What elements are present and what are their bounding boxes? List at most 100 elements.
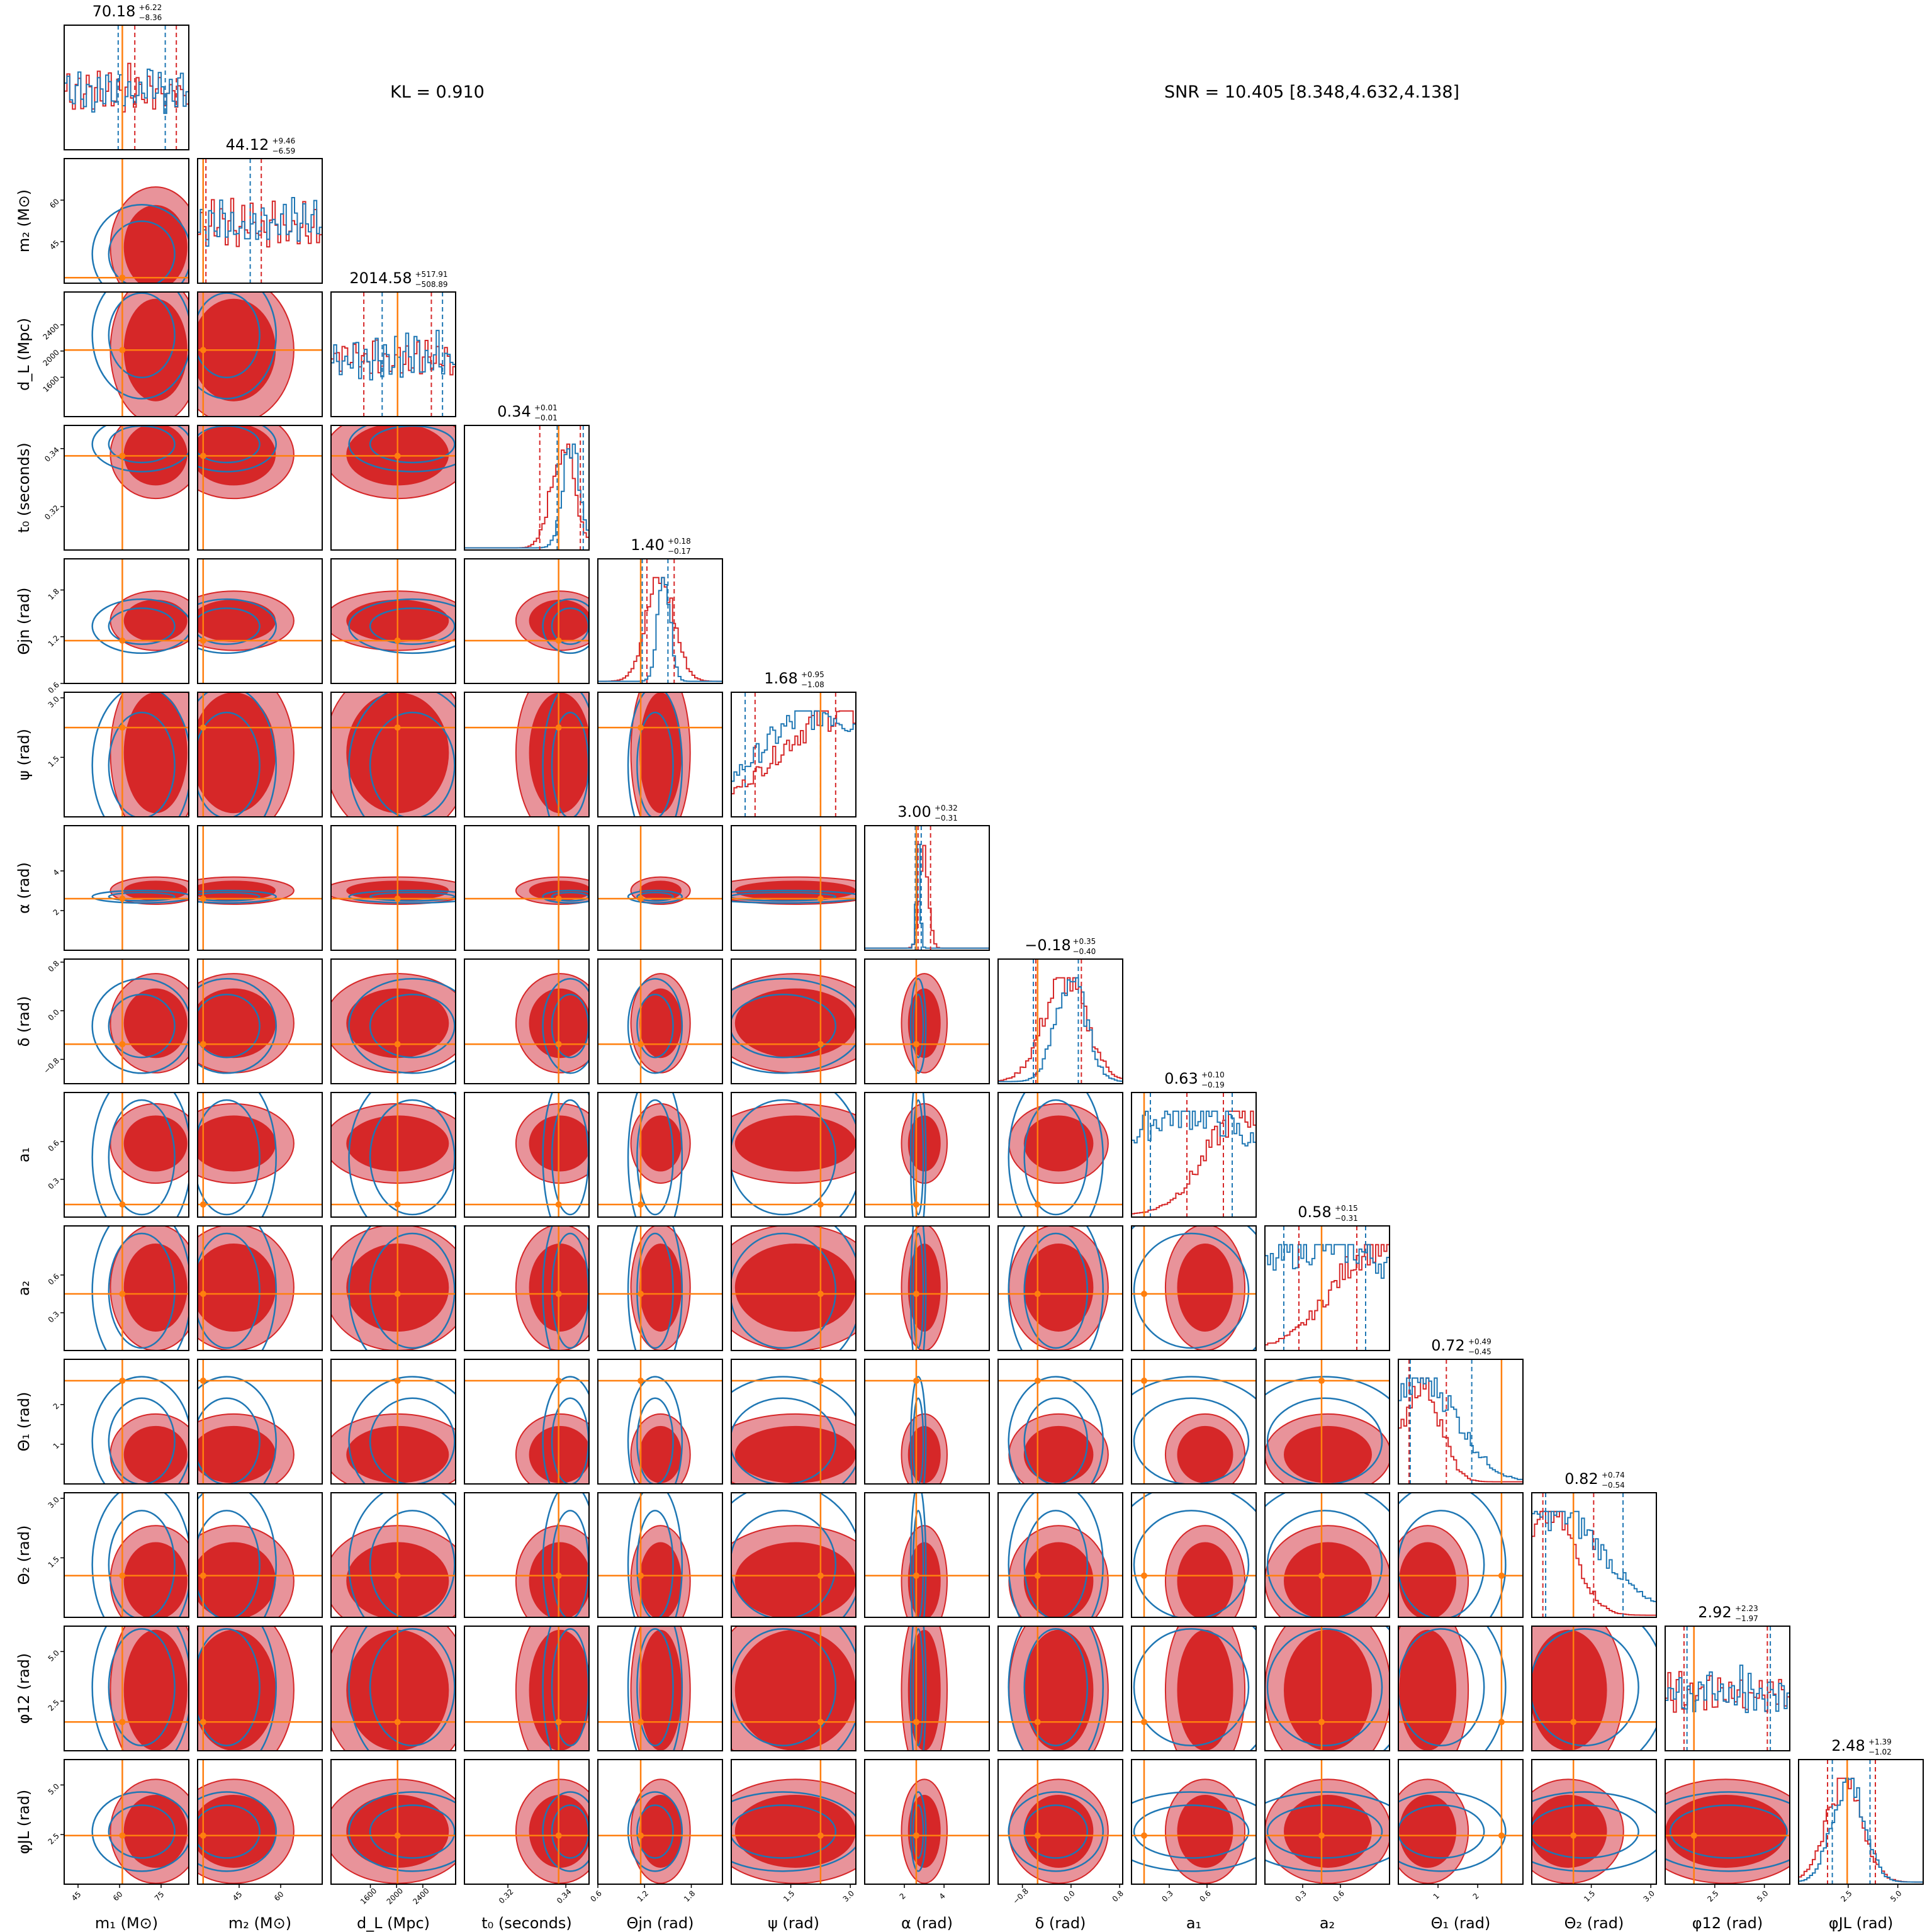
corner-panels: 70.18 +6.22−8.36 45 60 m₂ (M⊙) 44.12 +9.46 −6.5…	[15, 3, 1924, 1932]
marginal-title-minus: −508.89	[415, 280, 448, 289]
series-b-contour	[1023, 1510, 1089, 1617]
panel-7-2	[330, 958, 456, 1084]
y-tick-label: 1	[52, 1441, 61, 1451]
series-b-contour	[108, 993, 176, 1059]
series-b-contour	[1398, 1510, 1485, 1617]
panel-frame	[997, 1225, 1123, 1351]
series-a-contour-inner	[198, 1629, 276, 1751]
truth-marker	[1141, 1378, 1147, 1384]
panel-frame	[330, 558, 456, 684]
series-a-contour-inner	[123, 1115, 188, 1172]
y-tick-label: 2.5	[47, 1831, 61, 1846]
panel-content	[1799, 1760, 1923, 1884]
panel-frame	[864, 958, 990, 1084]
panel-frame	[197, 1092, 323, 1218]
panel-content	[865, 1626, 989, 1751]
panel-frame	[1665, 1759, 1790, 1885]
truth-marker	[637, 1201, 644, 1208]
series-b-contour	[108, 1099, 176, 1216]
series-b-contour-outer	[198, 1493, 277, 1617]
series-b-contour-outer	[198, 889, 277, 904]
panel-frame	[864, 1092, 990, 1218]
panel-6-1	[197, 825, 323, 951]
panel-frame	[464, 1092, 590, 1218]
panel-content	[865, 1760, 989, 1884]
series-b-contour-outer	[91, 1791, 189, 1872]
panel-content	[1265, 1226, 1390, 1351]
panel-frame	[464, 425, 590, 551]
series-a-contour-inner	[1532, 1629, 1607, 1751]
marginal-title-plus: +0.95	[801, 670, 824, 679]
series-a-histogram	[865, 845, 989, 950]
panel-frame	[1264, 1759, 1390, 1885]
panel-frame	[1131, 1225, 1257, 1351]
truth-marker	[637, 1041, 644, 1048]
panel-frame	[597, 1092, 723, 1218]
panel-frame	[64, 692, 189, 817]
panel-8-7	[997, 1092, 1123, 1218]
marginal-title-minus: −0.31	[1335, 1214, 1358, 1223]
series-b-contour	[108, 292, 176, 379]
series-b-contour-outer	[1008, 1493, 1104, 1617]
series-a-contour-inner	[734, 1244, 856, 1332]
panel-frame	[1131, 1359, 1257, 1485]
panel-7-0: −0.8 0.0 0.8 δ (rad)	[15, 958, 189, 1084]
panel-content	[464, 826, 589, 950]
panel-frame	[197, 558, 323, 684]
x-axis-label: Θ₁ (rad)	[1431, 1914, 1491, 1932]
panel-frame	[64, 291, 189, 417]
panel-frame	[1131, 1626, 1257, 1751]
panel-12-1	[197, 1626, 323, 1751]
series-b-histogram	[331, 330, 456, 417]
series-b-contour-outer	[627, 889, 683, 904]
panel-frame	[1531, 1759, 1657, 1885]
panel-11-2	[330, 1492, 456, 1618]
panel-content	[998, 1493, 1123, 1617]
series-b-contour-outer	[627, 977, 683, 1074]
truth-marker	[637, 1719, 644, 1726]
series-b-contour-outer	[198, 977, 277, 1074]
marginal-title-plus: +2.23	[1735, 1604, 1758, 1613]
truth-marker	[555, 1378, 562, 1384]
series-a-contour-inner	[1023, 1542, 1094, 1617]
panel-9-3	[464, 1225, 590, 1351]
series-b-contour-outer	[91, 425, 189, 473]
series-b-contour	[636, 993, 674, 1059]
series-b-contour-outer	[1008, 1226, 1104, 1351]
series-b-contour-outer	[909, 1376, 927, 1484]
series-b-contour	[369, 1099, 456, 1216]
series-b-contour-outer	[1132, 1791, 1256, 1872]
truth-marker	[119, 347, 126, 354]
y-axis-label: α (rad)	[15, 862, 33, 914]
panel-6-4	[597, 825, 723, 951]
truth-marker	[199, 1041, 206, 1048]
y-tick-label: 0.32	[43, 503, 61, 522]
x-axis-label: d_L (Mpc)	[357, 1914, 430, 1932]
y-tick-label: 1.5	[47, 754, 61, 768]
truth-marker	[394, 896, 401, 902]
panel-frame	[731, 1359, 856, 1485]
series-b-histogram	[731, 710, 856, 817]
series-b-contour	[731, 1397, 837, 1484]
panel-content	[598, 1760, 722, 1884]
truth-marker	[394, 1378, 401, 1384]
series-b-contour	[636, 1397, 674, 1484]
truth-marker	[555, 1719, 562, 1726]
truth-marker	[555, 896, 562, 902]
truth-marker	[119, 637, 126, 644]
panel-content	[64, 1359, 189, 1484]
series-a-histogram	[198, 198, 322, 283]
series-a-contour-inner	[529, 692, 589, 814]
diag-panel-1: 44.12 +9.46 −6.59	[197, 136, 323, 284]
series-b-contour-outer	[348, 1626, 456, 1751]
truth-marker	[1690, 1832, 1697, 1839]
marginal-title-plus: +1.39	[1868, 1738, 1892, 1746]
panel-4-2	[330, 558, 456, 684]
panel-9-7	[997, 1225, 1123, 1351]
series-b-contour-outer	[909, 1226, 927, 1351]
panel-frame	[64, 1492, 189, 1618]
x-tick-label: 1.5	[1582, 1889, 1597, 1903]
marginal-title-plus: +0.15	[1335, 1204, 1358, 1213]
series-b-contour-outer	[542, 889, 589, 904]
panel-frame	[64, 25, 189, 150]
